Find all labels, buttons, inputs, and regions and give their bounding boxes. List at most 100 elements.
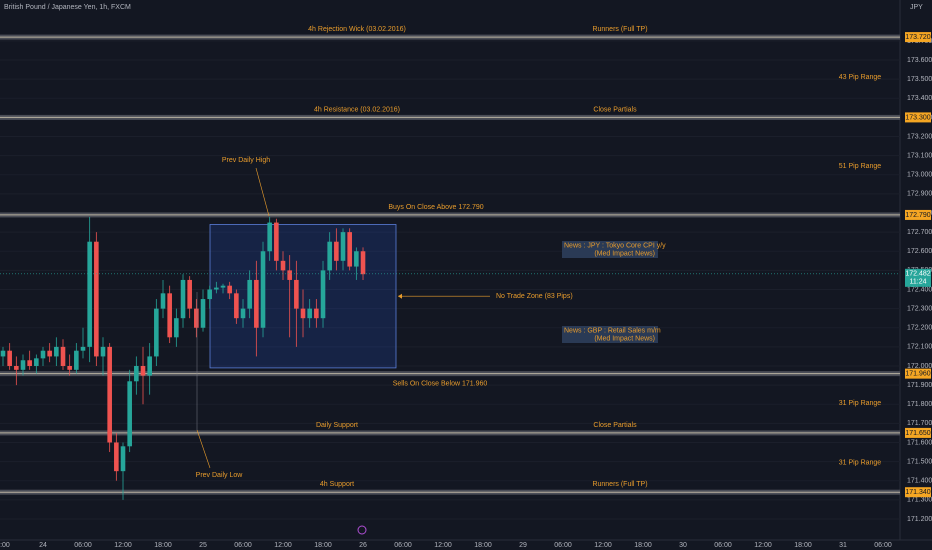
note-arrow	[255, 167, 270, 217]
candle-body	[114, 442, 119, 472]
candle-body	[320, 270, 326, 319]
candle-body	[60, 346, 66, 366]
candle-body	[67, 365, 72, 370]
candle-body	[194, 308, 199, 328]
candle-body	[80, 346, 86, 351]
x-tick-label: 18:00	[474, 542, 492, 549]
y-tick-label: 171.300	[907, 497, 932, 504]
level-note: Buys On Close Above 172.790	[388, 204, 483, 211]
y-tick-label: 171.600	[907, 439, 932, 446]
level-right-note: Runners (Full TP)	[592, 26, 647, 33]
y-tick-label: 173.600	[907, 57, 932, 64]
event-icon[interactable]	[357, 525, 367, 535]
candle-body	[247, 279, 252, 309]
candle-body	[20, 360, 26, 370]
y-tick-label: 172.700	[907, 229, 932, 236]
zone-arrow-head	[398, 293, 402, 299]
level-tag	[905, 112, 931, 123]
candle-body	[120, 446, 126, 472]
y-tick-label: 171.900	[907, 382, 932, 389]
x-tick-label: 31	[839, 542, 847, 549]
candle-body	[94, 241, 99, 357]
x-tick-label: 06:00	[394, 542, 412, 549]
y-tick-label: 171.800	[907, 401, 932, 408]
candle-body	[354, 251, 359, 267]
y-tick-label: 173.100	[907, 152, 932, 159]
pip-range: 31 Pip Range	[839, 400, 882, 407]
x-tick-label: 12:00	[754, 542, 772, 549]
x-tick-label: 24	[39, 542, 47, 549]
candle-body	[154, 308, 159, 357]
y-tick-label: 173.400	[907, 95, 932, 102]
y-tick-label: 172.900	[907, 191, 932, 198]
level-right-note: Close Partials	[593, 422, 637, 429]
candle-body	[340, 232, 346, 261]
level-tag	[905, 487, 931, 498]
x-tick-label: 06:00	[74, 542, 92, 549]
candle-body	[207, 289, 212, 300]
note: Prev Daily Low	[196, 472, 244, 479]
news-box	[562, 326, 658, 343]
level-tag-label: 172.790	[905, 212, 930, 219]
x-tick-label: 18:00	[634, 542, 652, 549]
price-tag-label: 172.482	[905, 271, 930, 278]
x-tick-label: 12:00	[594, 542, 612, 549]
candle-body	[314, 308, 319, 319]
level-right-note: Close Partials	[593, 106, 637, 113]
level-note: Daily Support	[316, 422, 358, 429]
candle-body	[260, 251, 266, 328]
level-tag	[905, 368, 931, 379]
candle-body	[87, 241, 92, 347]
candle-body	[280, 260, 286, 271]
news-box	[562, 241, 658, 258]
x-tick-label: 06:00	[554, 542, 572, 549]
candle-body	[214, 287, 219, 290]
news-line: (Med Impact News)	[594, 250, 655, 257]
candle-body	[187, 279, 192, 309]
level-note: 4h Resistance (03.02.2016)	[314, 106, 400, 113]
news-line: (Med Impact News)	[594, 335, 655, 342]
news-line: News : JPY : Tokyo Core CPI y/y	[564, 242, 666, 249]
y-tick-label: 172.400	[907, 286, 932, 293]
level-tag-label: 173.720	[905, 34, 930, 41]
candle-body	[347, 232, 352, 267]
candle-body	[200, 299, 206, 328]
x-tick-label: 06:00	[874, 542, 892, 549]
x-tick-label: 30	[679, 542, 687, 549]
price-tag	[905, 268, 931, 287]
x-tick-label: 8:00	[0, 542, 10, 549]
x-tick-label: 06:00	[714, 542, 732, 549]
x-tick-label: 25	[199, 542, 207, 549]
x-tick-label: 12:00	[274, 542, 292, 549]
zone-label: No Trade Zone (83 Pips)	[496, 293, 573, 300]
level-note: 4h Support	[320, 481, 354, 488]
pip-range: 43 Pip Range	[839, 74, 882, 81]
pip-range: 51 Pip Range	[839, 163, 882, 170]
candle-body	[140, 365, 146, 376]
level-note: Sells On Close Below 171.960	[393, 380, 488, 387]
x-tick-label: 26	[359, 542, 367, 549]
x-tick-label: 18:00	[314, 542, 332, 549]
pip-range: 31 Pip Range	[839, 459, 882, 466]
candle-body	[327, 241, 332, 271]
x-tick-label: 12:00	[114, 542, 132, 549]
level-right-note: Runners (Full TP)	[592, 481, 647, 488]
note: Prev Daily High	[222, 157, 270, 164]
y-tick-label: 172.200	[907, 325, 932, 332]
level-note: 4h Rejection Wick (03.02.2016)	[308, 26, 406, 33]
note-arrow	[196, 429, 211, 469]
candle-body	[14, 365, 19, 370]
candle-body	[0, 350, 6, 357]
chart-title: British Pound / Japanese Yen, 1h, FXCM	[4, 4, 131, 11]
candle-body	[220, 285, 226, 288]
candle-body	[167, 293, 172, 338]
candle-body	[7, 350, 12, 366]
news-line: News : GBP : Retail Sales m/m	[564, 327, 661, 334]
y-tick-label: 171.400	[907, 478, 932, 485]
candle-body	[100, 346, 106, 357]
x-tick-label: 12:00	[434, 542, 452, 549]
candle-body	[234, 293, 239, 319]
y-tick-label: 172.600	[907, 248, 932, 255]
